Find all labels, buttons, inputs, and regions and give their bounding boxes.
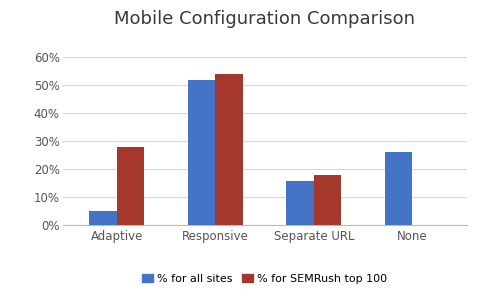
Legend: % for all sites, % for SEMRush top 100: % for all sites, % for SEMRush top 100: [137, 269, 391, 288]
Bar: [384, 153, 411, 225]
Bar: [187, 79, 215, 225]
Bar: [89, 211, 117, 225]
Bar: [286, 181, 313, 225]
Bar: [215, 74, 242, 225]
Bar: [313, 175, 341, 225]
Title: Mobile Configuration Comparison: Mobile Configuration Comparison: [114, 10, 414, 27]
Bar: [117, 147, 144, 225]
